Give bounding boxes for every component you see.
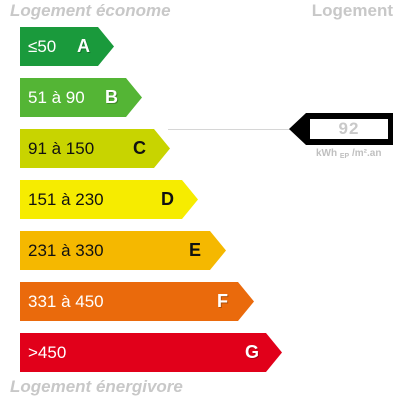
energy-class-letter: C bbox=[133, 138, 146, 158]
energy-class-bar-c: 91 à 150 C bbox=[20, 129, 170, 168]
energy-class-bar-e: 231 à 330 E bbox=[20, 231, 226, 270]
energy-class-range: 91 à 150 bbox=[28, 139, 95, 158]
energy-class-bar-d: 151 à 230 D bbox=[20, 180, 198, 219]
energy-class-range: 231 à 330 bbox=[28, 241, 104, 260]
energy-class-bar-a: ≤50 A bbox=[20, 27, 114, 66]
energy-class-arrow-b bbox=[20, 78, 142, 117]
energy-class-arrow-g bbox=[20, 333, 282, 372]
energy-class-arrow-c bbox=[20, 129, 170, 168]
label-economical-housing: Logement économe bbox=[10, 1, 171, 20]
label-housing: Logement bbox=[311, 1, 393, 20]
energy-class-range: 331 à 450 bbox=[28, 292, 104, 311]
energy-class-arrow-f bbox=[20, 282, 254, 321]
indicator-unit-sub: EP bbox=[339, 153, 350, 160]
energy-class-letter: F bbox=[217, 291, 228, 311]
energy-class-arrow-shape bbox=[20, 333, 282, 372]
energy-class-range: 151 à 230 bbox=[28, 190, 104, 209]
label-energy-intensive-housing: Logement énergivore bbox=[10, 377, 183, 396]
energy-class-arrow-shape bbox=[20, 180, 198, 219]
energy-class-bar-f: 331 à 450 F bbox=[20, 282, 254, 321]
energy-class-bar-b: 51 à 90 B bbox=[20, 78, 142, 117]
energy-class-arrow-shape bbox=[20, 129, 170, 168]
energy-class-bar-g: >450 G bbox=[20, 333, 282, 372]
indicator-unit: kWh EP /m².an bbox=[316, 148, 381, 160]
energy-class-arrow-a bbox=[20, 27, 114, 66]
energy-class-letter: D bbox=[161, 189, 174, 209]
indicator-value: 92 bbox=[338, 119, 360, 138]
energy-class-range: ≤50 bbox=[28, 37, 57, 56]
energy-class-letter: A bbox=[77, 36, 90, 56]
energy-class-range: 51 à 90 bbox=[28, 88, 85, 107]
indicator-unit-tail: /m².an bbox=[352, 148, 382, 159]
indicator-leader-line bbox=[168, 129, 292, 130]
energy-class-arrow-shape bbox=[20, 231, 226, 270]
energy-class-letter: E bbox=[189, 240, 202, 260]
energy-class-arrow-d bbox=[20, 180, 198, 219]
energy-class-range: >450 bbox=[28, 343, 67, 362]
indicator-arrow bbox=[289, 113, 393, 145]
energy-class-letter: B bbox=[105, 87, 118, 107]
energy-class-arrow-shape bbox=[20, 78, 142, 117]
energy-class-arrow-shape bbox=[20, 282, 254, 321]
energy-class-letter: G bbox=[245, 342, 260, 362]
indicator-unit-main: kWh bbox=[316, 148, 338, 159]
energy-class-arrow-e bbox=[20, 231, 226, 270]
indicator-value-box bbox=[310, 119, 388, 139]
energy-class-arrow-shape bbox=[20, 27, 114, 66]
